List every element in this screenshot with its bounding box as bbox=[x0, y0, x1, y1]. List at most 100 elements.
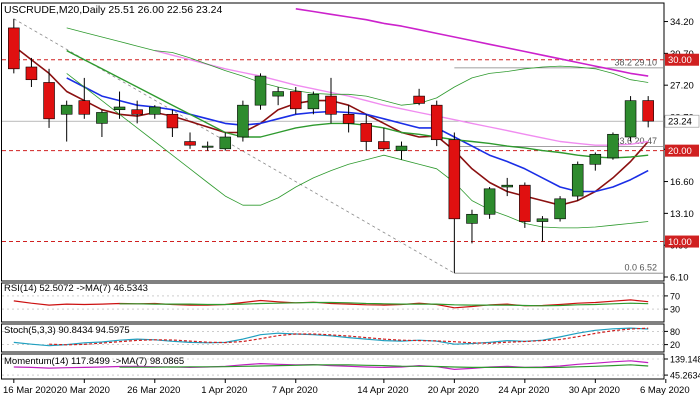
indicator-line-stoch bbox=[13, 327, 649, 347]
candle-bear bbox=[166, 113, 179, 129]
ma-line-sma_xlong bbox=[295, 8, 649, 77]
time-tick-label: 16 Mar 2020 bbox=[3, 385, 56, 396]
level-tag-label: 10.00 bbox=[668, 237, 692, 248]
indicator-tick-label: 70 bbox=[670, 291, 680, 301]
candle-bull bbox=[96, 112, 108, 124]
fib-level-label: 38.2 29.10 bbox=[614, 57, 657, 67]
candle-bull bbox=[254, 75, 267, 106]
level-tag bbox=[665, 144, 699, 157]
time-tick-label: 6 May 2020 bbox=[640, 385, 690, 396]
candle-bull bbox=[589, 153, 602, 165]
price-tick-label: 27.20 bbox=[670, 81, 694, 92]
ma-line-sma_mid bbox=[66, 77, 649, 193]
candle-bull bbox=[219, 136, 232, 150]
candle-bull bbox=[536, 218, 549, 222]
candle-bear bbox=[289, 91, 302, 110]
candle-bear bbox=[448, 139, 461, 220]
horizontal-levels bbox=[2, 59, 664, 243]
price-tick-label: 34.20 bbox=[670, 17, 694, 28]
ma-line-sma_slow bbox=[66, 49, 649, 159]
indicator-tick-label: 139.1481 bbox=[670, 355, 700, 365]
level-tag-label: 30.00 bbox=[668, 55, 692, 66]
price-grid bbox=[2, 295, 664, 376]
level-tag bbox=[665, 235, 699, 248]
candle-bear bbox=[430, 104, 443, 141]
candle-bull bbox=[113, 106, 126, 111]
indicator-tick-label: 80 bbox=[670, 327, 680, 337]
ma-line-sma_fast bbox=[13, 45, 649, 206]
candle-bear bbox=[78, 100, 91, 115]
candle-bear bbox=[8, 27, 20, 70]
candle-bull bbox=[237, 104, 249, 138]
price-tick-label: 13.10 bbox=[670, 209, 694, 220]
indicator-lines bbox=[13, 299, 649, 370]
pane-frames bbox=[1, 2, 665, 380]
time-tick-label: 24 Apr 2020 bbox=[498, 385, 549, 396]
fib-level-label: 23.6 20.47 bbox=[614, 136, 657, 146]
candle-bull bbox=[571, 163, 584, 197]
time-tick-label: 7 Apr 2020 bbox=[272, 385, 318, 396]
candle-bear bbox=[642, 100, 654, 122]
rsi-title: RSI(14) 52.5072 ->MA(7) 46.5343 bbox=[4, 283, 148, 294]
indicator-line-rsi bbox=[13, 299, 649, 309]
current-price-tag bbox=[664, 114, 700, 128]
candle-bull bbox=[554, 198, 566, 220]
time-tick-label: 20 Mar 2020 bbox=[57, 385, 110, 396]
time-tick-label: 14 Apr 2020 bbox=[357, 385, 408, 396]
time-tick-label: 30 Apr 2020 bbox=[569, 385, 620, 396]
ma-line-bands bbox=[66, 73, 649, 229]
candle-bull bbox=[607, 133, 619, 159]
price-tick-label: 16.60 bbox=[670, 177, 694, 188]
candle-bull bbox=[307, 93, 320, 110]
pane-frame-1 bbox=[1, 282, 665, 323]
indicator-tick-label: 20 bbox=[670, 340, 680, 350]
indicator-line-mom_ma bbox=[119, 364, 649, 369]
level-tag-label: 20.00 bbox=[668, 146, 692, 157]
candle-bear bbox=[360, 123, 373, 142]
level-tag bbox=[665, 53, 699, 66]
candle-bear bbox=[325, 95, 337, 115]
candle-bear bbox=[519, 184, 531, 222]
indicator-line-stoch_sig bbox=[49, 327, 649, 346]
candle-bull bbox=[149, 106, 161, 115]
stoch-title: Stoch(5,3,3) 90.8434 94.5975 bbox=[4, 325, 130, 336]
price-labels: 30.00 20.00 10.00 23.24 bbox=[664, 53, 700, 248]
candle-bear bbox=[342, 113, 355, 124]
candle-bull bbox=[483, 188, 496, 215]
candle-bull bbox=[501, 184, 513, 188]
indicator-tick-label: 45.2634 bbox=[670, 371, 700, 381]
fib-level-label: 0.0 6.52 bbox=[624, 263, 657, 273]
ma-line-sma_long bbox=[154, 49, 649, 146]
candle-bull bbox=[201, 145, 214, 148]
chart-title: USCRUDE,M20,Daily 25.51 26.00 22.56 23.2… bbox=[4, 4, 222, 16]
time-tick-label: 26 Mar 2020 bbox=[127, 385, 180, 396]
candle-bear bbox=[25, 66, 38, 81]
pane-frame-2 bbox=[1, 323, 665, 353]
ma-line-bands bbox=[66, 27, 649, 106]
momentum-title: Momentum(14) 117.8499 ->MA(7) 98.0865 bbox=[4, 356, 184, 367]
time-tick-label: 1 Apr 2020 bbox=[201, 385, 247, 396]
pane-frame-0 bbox=[1, 2, 665, 282]
candle-bear bbox=[378, 141, 390, 150]
candle-bull bbox=[272, 91, 284, 97]
fibonacci-retracement: 38.2 29.10 23.6 20.47 0.0 6.52 bbox=[13, 18, 664, 274]
candle-bull bbox=[395, 145, 408, 151]
candle-bear bbox=[413, 95, 425, 104]
price-tick-label: 6.10 bbox=[670, 273, 689, 284]
current-price-label: 23.24 bbox=[668, 117, 692, 128]
pane-frame-3 bbox=[1, 353, 665, 380]
candlesticks bbox=[8, 18, 654, 274]
candle-bull bbox=[466, 213, 478, 224]
indicator-line-rsi_ma bbox=[119, 301, 649, 307]
candle-bear bbox=[131, 109, 143, 115]
time-tick-label: 20 Apr 2020 bbox=[428, 385, 479, 396]
indicator-tick-label: 30 bbox=[670, 305, 680, 315]
time-axis: 16 Mar 2020 20 Mar 2020 26 Mar 2020 1 Apr 2… bbox=[3, 379, 690, 396]
candle-bull bbox=[60, 104, 73, 115]
candle-bear bbox=[43, 82, 55, 120]
candle-bull bbox=[624, 100, 637, 138]
price-axis: 34.2030.7027.2023.7020.1516.6013.109.606… bbox=[664, 17, 700, 381]
candle-bear bbox=[184, 141, 196, 146]
